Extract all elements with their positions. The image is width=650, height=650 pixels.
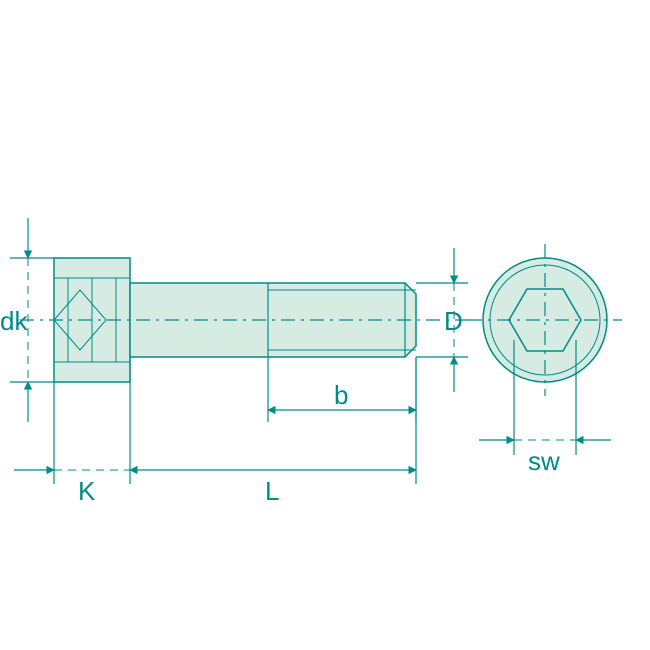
end-view bbox=[468, 244, 622, 396]
side-view bbox=[20, 258, 470, 382]
label-sw: sw bbox=[528, 446, 560, 476]
label-dk: dk bbox=[0, 306, 28, 336]
screw-diagram: dk K L b D sw bbox=[0, 0, 650, 650]
label-K: K bbox=[78, 476, 96, 506]
dim-b: b bbox=[268, 357, 416, 422]
label-L: L bbox=[265, 476, 279, 506]
label-b: b bbox=[334, 380, 348, 410]
dim-dk: dk bbox=[0, 218, 54, 422]
label-D: D bbox=[444, 306, 463, 336]
dim-L: L bbox=[130, 357, 416, 506]
dim-D: D bbox=[416, 248, 468, 392]
